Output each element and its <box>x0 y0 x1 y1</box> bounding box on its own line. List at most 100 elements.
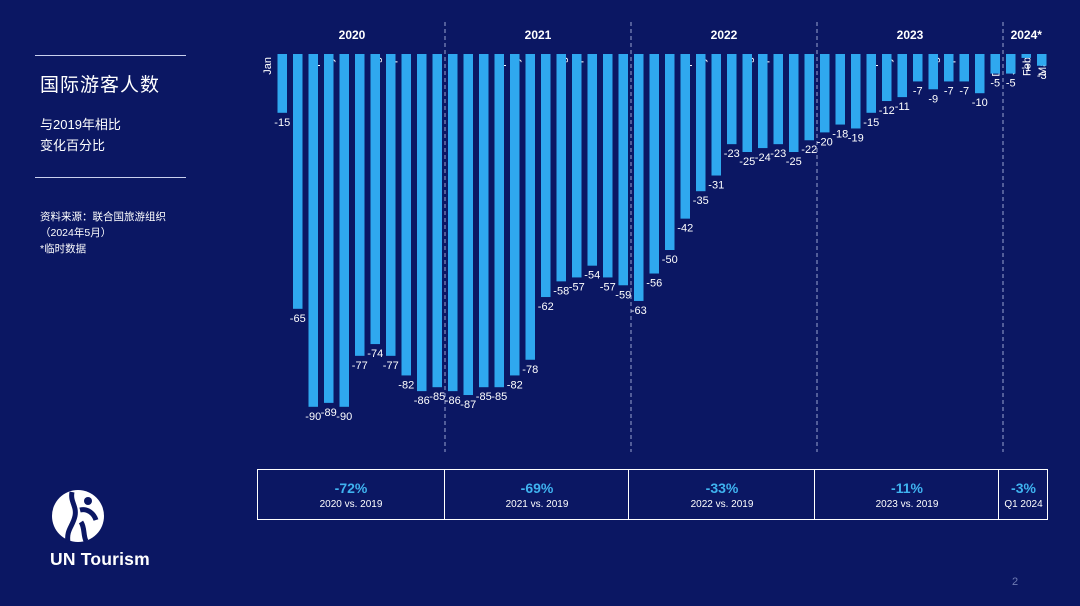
bar-2020-oct <box>401 54 411 376</box>
value-label-2023-oct: -7 <box>959 85 969 97</box>
value-label-2020-sep: -77 <box>383 360 399 372</box>
bar-2024-jan <box>1006 54 1016 74</box>
bar-2020-aug <box>370 54 380 345</box>
bar-2023-feb <box>835 54 845 125</box>
subtitle-line-1: 与2019年相比 <box>40 117 121 132</box>
value-label-2021-mar: -85 <box>476 391 492 403</box>
bar-2020-feb <box>277 54 287 113</box>
value-label-2022-aug: -25 <box>739 156 755 168</box>
value-label-2021-apr: -85 <box>491 391 507 403</box>
bar-2021-sep <box>572 54 582 278</box>
bar-2021-feb <box>463 54 473 396</box>
value-label-2023-feb: -18 <box>832 129 848 141</box>
value-label-2020-aug: -74 <box>367 348 383 360</box>
year-label-2020: 2020 <box>339 28 366 42</box>
value-label-2023-nov: -10 <box>972 97 988 109</box>
value-label-2023-aug: -9 <box>928 93 938 105</box>
value-label-2021-jun: -78 <box>522 364 538 376</box>
value-label-2022-apr: -42 <box>677 223 693 235</box>
bar-2020-jun <box>339 54 349 407</box>
un-tourism-wordmark: UN Tourism <box>50 549 150 569</box>
value-label-2022-feb: -56 <box>646 278 662 290</box>
bar-2023-sep <box>944 54 954 82</box>
value-label-2021-nov: -57 <box>600 281 616 293</box>
value-label-2021-sep: -57 <box>569 281 585 293</box>
summary-value: -11% <box>891 480 923 496</box>
bar-2022-aug <box>742 54 752 152</box>
summary-cell-2023: -11% 2023 vs. 2019 <box>814 470 999 519</box>
source-note: 资料来源：联合国旅游组织 （2024年5月） *临时数据 <box>40 209 166 257</box>
bar-2023-dec <box>990 54 1000 74</box>
bar-2022-dec <box>804 54 814 141</box>
bottom-divider <box>35 177 186 178</box>
bar-2021-jan <box>448 54 458 392</box>
value-label-2020-jun: -90 <box>336 411 352 423</box>
value-label-2021-feb: -87 <box>460 399 476 411</box>
slide-subtitle: 与2019年相比 变化百分比 <box>40 114 121 156</box>
value-label-2020-apr: -90 <box>305 411 321 423</box>
value-label-2020-jul: -77 <box>352 360 368 372</box>
bar-2023-may <box>882 54 892 102</box>
summary-value: -33% <box>705 480 739 496</box>
value-label-2023-jun: -11 <box>895 101 910 113</box>
year-label-2024: 2024* <box>1011 28 1043 42</box>
value-label-2022-jul: -23 <box>724 148 740 160</box>
bar-2020-mar <box>293 54 303 309</box>
bar-2022-sep <box>758 54 768 149</box>
value-label-2020-dec: -85 <box>429 391 445 403</box>
source-line-1: 资料来源：联合国旅游组织 <box>40 211 166 223</box>
value-label-2021-may: -82 <box>507 379 523 391</box>
value-label-2020-nov: -86 <box>414 395 430 407</box>
value-label-2020-feb: -15 <box>274 117 290 129</box>
value-label-2023-apr: -15 <box>863 117 879 129</box>
value-label-2023-jan: -20 <box>817 136 833 148</box>
value-label-2021-jul: -62 <box>538 301 554 313</box>
source-line-2: （2024年5月） <box>40 227 112 239</box>
summary-label: 2023 vs. 2019 <box>875 499 939 510</box>
summary-label: Q1 2024 <box>1004 499 1043 510</box>
bar-2023-oct <box>959 54 969 82</box>
bar-2023-jul <box>913 54 923 82</box>
bar-2023-apr <box>866 54 876 113</box>
un-tourism-logo-icon <box>52 490 104 543</box>
annual-summary-table: -72% 2020 vs. 2019 -69% 2021 vs. 2019 -3… <box>257 469 1048 520</box>
summary-cell-q1-2024: -3% Q1 2024 <box>998 470 1048 519</box>
bar-2020-may <box>324 54 334 403</box>
value-label-2022-sep: -24 <box>755 152 771 164</box>
summary-value: -69% <box>520 480 554 496</box>
bar-2023-nov <box>975 54 985 94</box>
year-label-2022: 2022 <box>711 28 738 42</box>
bar-2022-jul <box>727 54 737 145</box>
bar-2022-jan <box>634 54 644 301</box>
value-label-2020-may: -89 <box>321 407 337 419</box>
bar-2021-mar <box>479 54 489 388</box>
bar-2021-may <box>510 54 520 376</box>
value-label-2024-jan: -5 <box>1006 78 1016 90</box>
bar-2022-mar <box>665 54 675 250</box>
bar-2020-jul <box>355 54 365 356</box>
value-label-2022-jun: -31 <box>708 180 724 192</box>
provisional-note: *临时数据 <box>40 243 87 255</box>
value-label-2022-may: -35 <box>693 195 709 207</box>
value-label-2023-mar: -19 <box>848 132 864 144</box>
bar-2021-oct <box>587 54 597 266</box>
top-divider <box>35 55 186 56</box>
bar-2021-nov <box>603 54 613 278</box>
bar-2021-dec <box>618 54 628 286</box>
bar-2024-feb <box>1021 54 1031 58</box>
bar-2021-apr <box>494 54 504 388</box>
bar-2024-mar <box>1037 54 1047 66</box>
bar-2022-nov <box>789 54 799 152</box>
value-label-2022-nov: -25 <box>786 156 802 168</box>
value-label-2024-feb: -1 <box>1021 62 1031 74</box>
summary-value: -72% <box>334 480 368 496</box>
summary-value: -3% <box>1011 480 1036 496</box>
bar-2021-aug <box>556 54 566 282</box>
summary-label: 2021 vs. 2019 <box>505 499 569 510</box>
year-label-2021: 2021 <box>525 28 552 42</box>
bar-2023-jan <box>820 54 830 133</box>
bar-2021-jul <box>541 54 551 298</box>
bar-2022-oct <box>773 54 783 145</box>
value-label-2021-oct: -54 <box>584 270 600 282</box>
